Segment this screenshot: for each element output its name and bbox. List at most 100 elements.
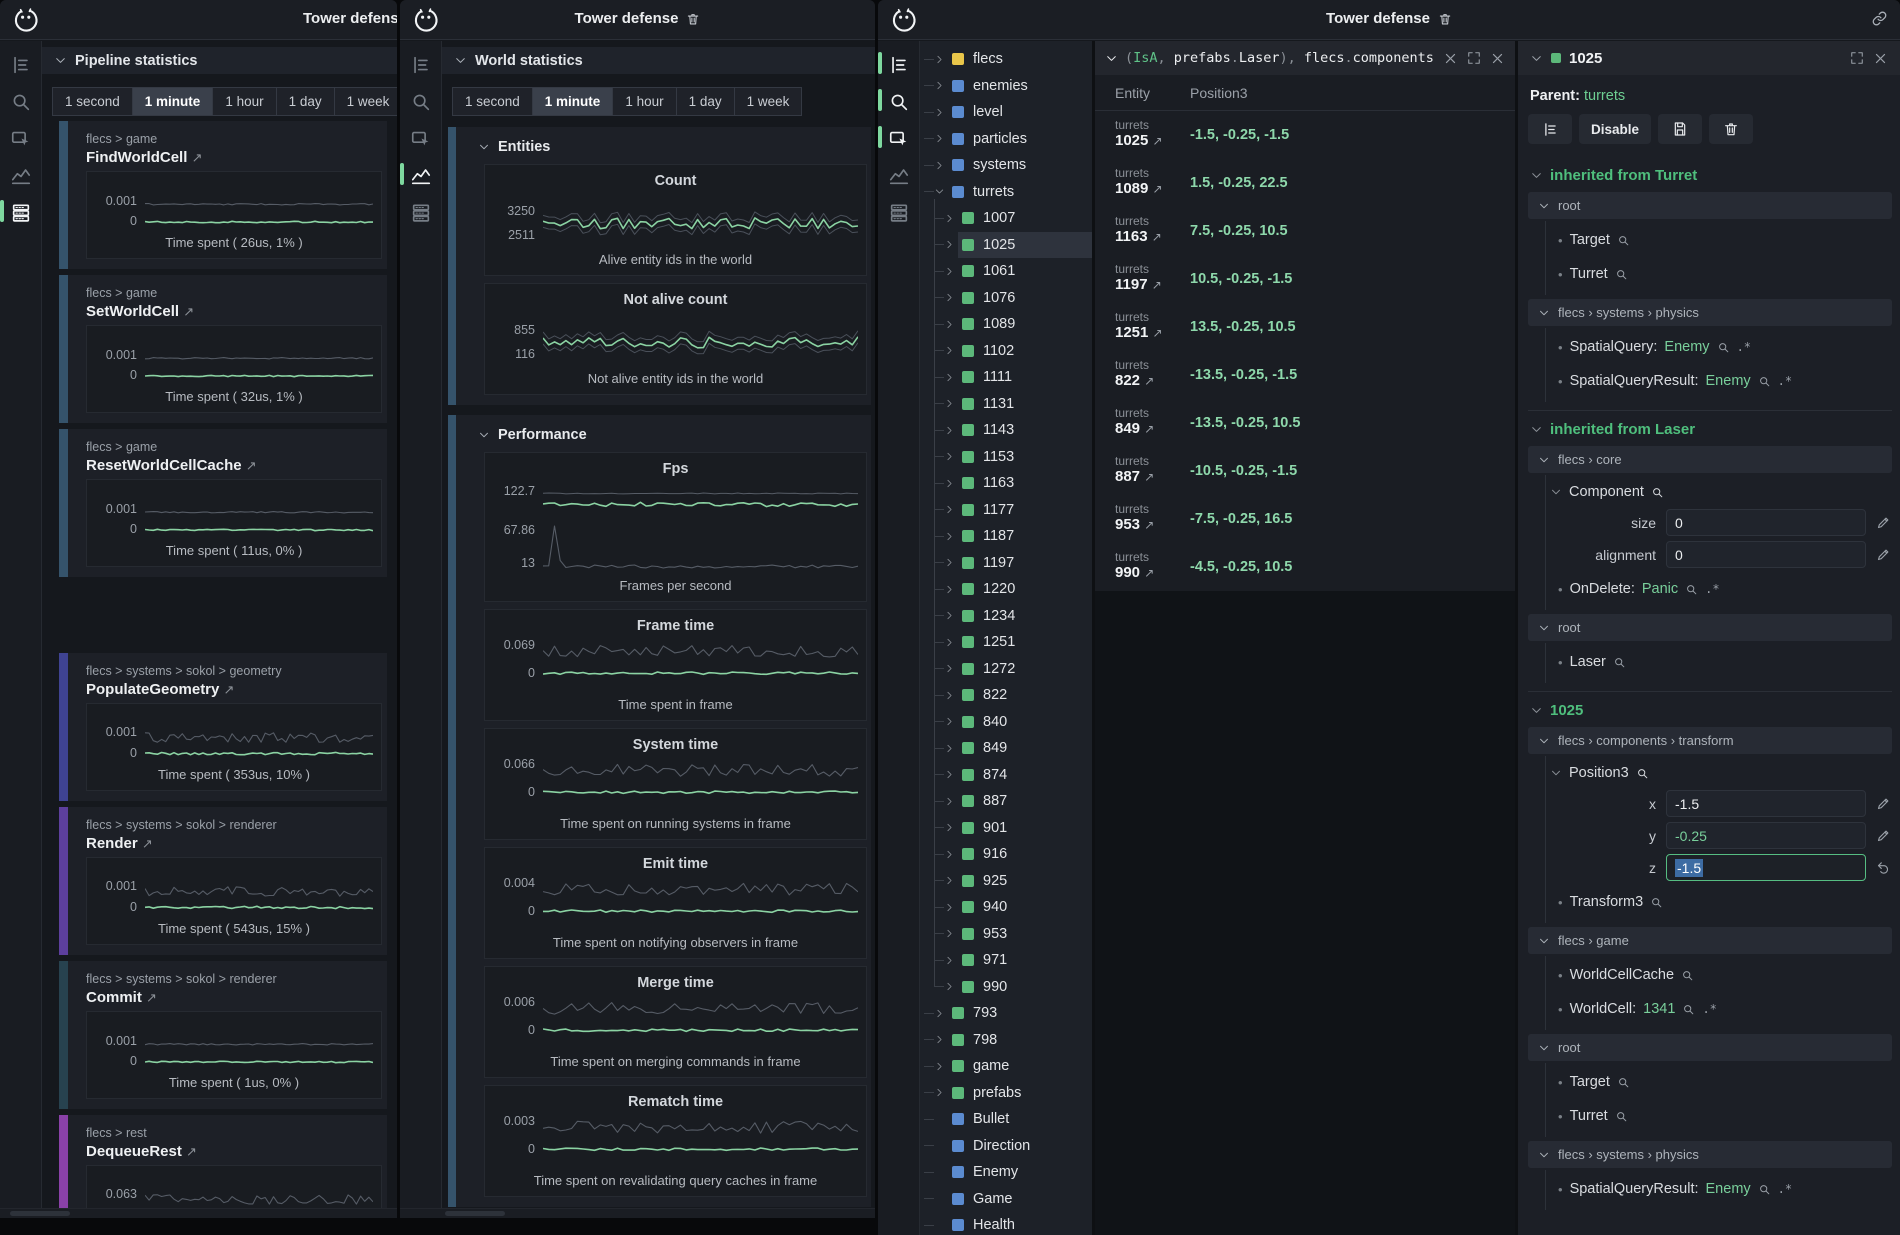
column-header-position3[interactable]: Position3	[1190, 84, 1248, 101]
chevR-icon[interactable]	[944, 398, 955, 409]
scrollbar-thumb[interactable]	[10, 1211, 70, 1216]
expand-toggle[interactable]	[944, 239, 958, 250]
sidebar-stats-button[interactable]	[887, 201, 911, 225]
expand-toggle[interactable]	[934, 1061, 948, 1072]
chevR-icon[interactable]	[934, 80, 945, 91]
pencil-icon[interactable]	[1876, 515, 1891, 530]
chevR-icon[interactable]	[944, 955, 955, 966]
tree-item-Health[interactable]: Health	[920, 1212, 1092, 1235]
chevR-icon[interactable]	[934, 1061, 945, 1072]
chevR-icon[interactable]	[944, 266, 955, 277]
expand-toggle[interactable]	[934, 1087, 948, 1098]
module-path-bar[interactable]: root	[1528, 192, 1892, 219]
sidebar-tree-button[interactable]	[9, 53, 33, 77]
expand-toggle[interactable]	[944, 504, 958, 515]
system-link[interactable]: Commit ↗	[86, 989, 157, 1006]
expand-toggle[interactable]	[934, 1008, 948, 1019]
tree-item-971[interactable]: 971	[920, 947, 1092, 974]
chevR-icon[interactable]	[944, 902, 955, 913]
module-path-bar[interactable]: flecs › systems › physics	[1528, 1141, 1892, 1168]
fs-icon[interactable]	[1850, 51, 1864, 65]
chevD-icon[interactable]	[1538, 200, 1550, 212]
trash-icon[interactable]	[1438, 12, 1452, 26]
wildcard-query-icon[interactable]: .*	[1777, 1182, 1793, 1196]
parent-link[interactable]: turrets	[1584, 88, 1626, 104]
sidebar-chart-button[interactable]	[9, 164, 33, 188]
tree-item-game[interactable]: game	[920, 1053, 1092, 1080]
chevD-icon[interactable]	[1530, 423, 1543, 436]
system-link[interactable]: DequeueRest ↗	[86, 1143, 197, 1160]
collapse-toggle[interactable]	[934, 186, 948, 197]
search-component-icon[interactable]	[1617, 1074, 1630, 1090]
save-entity-button[interactable]	[1658, 114, 1703, 144]
entity-id-link[interactable]: 1197 ↗	[1115, 276, 1162, 294]
chevD-icon[interactable]	[1538, 935, 1550, 947]
chevR-icon[interactable]	[944, 610, 955, 621]
expand-toggle[interactable]	[944, 398, 958, 409]
field-input-z[interactable]: -1.5	[1666, 854, 1866, 881]
search-component-icon[interactable]	[1615, 266, 1628, 282]
edit-field-icon[interactable]	[1876, 828, 1891, 843]
query-result-row[interactable]: turrets 1163 ↗ 7.5, -0.25, 10.5	[1095, 207, 1515, 255]
tree-item-1187[interactable]: 1187	[920, 523, 1092, 550]
system-link[interactable]: ResetWorldCellCache ↗	[86, 457, 257, 474]
sidebar-search-button[interactable]	[887, 90, 911, 114]
show-in-tree-button[interactable]	[1528, 114, 1572, 144]
tab-1-day[interactable]: 1 day	[676, 88, 735, 115]
chevD-icon[interactable]	[1550, 767, 1562, 779]
tab-1-hour[interactable]: 1 hour	[613, 88, 677, 115]
tree-item-1220[interactable]: 1220	[920, 576, 1092, 603]
expand-toggle[interactable]	[934, 107, 948, 118]
chevR-icon[interactable]	[944, 372, 955, 383]
search-component-icon[interactable]	[1758, 373, 1771, 389]
tab-1-minute[interactable]: 1 minute	[132, 88, 214, 115]
expand-toggle[interactable]	[944, 531, 958, 542]
mag-icon[interactable]	[1681, 969, 1694, 982]
expand-toggle[interactable]	[944, 928, 958, 939]
chevR-icon[interactable]	[934, 160, 945, 171]
disable-entity-button[interactable]: Disable	[1579, 114, 1652, 144]
chevR-icon[interactable]	[944, 345, 955, 356]
wildcard-query-icon[interactable]: .*	[1702, 1002, 1717, 1016]
horizontal-scrollbar[interactable]	[0, 1208, 397, 1218]
tree-item-849[interactable]: 849	[920, 735, 1092, 762]
module-path-bar[interactable]: root	[1528, 1034, 1892, 1061]
entity-id-link[interactable]: 822 ↗	[1115, 372, 1155, 390]
chevD-icon[interactable]	[1550, 486, 1562, 498]
tree-item-1234[interactable]: 1234	[920, 603, 1092, 630]
search-component-icon[interactable]	[1651, 484, 1664, 500]
wildcard-query-icon[interactable]: .*	[1705, 582, 1720, 596]
expand-toggle[interactable]	[934, 80, 948, 91]
sidebar-tree-button[interactable]	[409, 53, 433, 77]
expand-toggle[interactable]	[944, 478, 958, 489]
chevR-icon[interactable]	[944, 239, 955, 250]
chevR-icon[interactable]	[944, 292, 955, 303]
trash-icon[interactable]	[686, 12, 700, 26]
field-input-y[interactable]: -0.25	[1666, 822, 1866, 849]
tree-item-925[interactable]: 925	[920, 868, 1092, 895]
query-result-row[interactable]: turrets 822 ↗ -13.5, -0.25, -1.5	[1095, 351, 1515, 399]
undo-icon[interactable]	[1876, 860, 1891, 875]
clear-query-icon[interactable]	[1443, 51, 1458, 66]
module-path-bar[interactable]: flecs › core	[1528, 446, 1892, 473]
wildcard-query-icon[interactable]: .*	[1777, 374, 1793, 388]
chevR-icon[interactable]	[934, 1008, 945, 1019]
chevR-icon[interactable]	[944, 769, 955, 780]
entity-id-link[interactable]: 887 ↗	[1115, 468, 1155, 486]
query-result-row[interactable]: turrets 990 ↗ -4.5, -0.25, 10.5	[1095, 543, 1515, 591]
search-component-icon[interactable]	[1636, 765, 1649, 781]
tree-item-798[interactable]: 798	[920, 1027, 1092, 1054]
close-icon[interactable]	[1873, 51, 1888, 66]
chevR-icon[interactable]	[944, 557, 955, 568]
tree-item-1272[interactable]: 1272	[920, 656, 1092, 683]
expand-toggle[interactable]	[934, 160, 948, 171]
sidebar-search-button[interactable]	[9, 90, 33, 114]
search-component-icon[interactable]	[1685, 581, 1698, 597]
chevR-icon[interactable]	[944, 213, 955, 224]
search-component-icon[interactable]	[1617, 232, 1630, 248]
query-result-row[interactable]: turrets 1025 ↗ -1.5, -0.25, -1.5	[1095, 111, 1515, 159]
expand-toggle[interactable]	[944, 319, 958, 330]
component-row-Component[interactable]: Component	[1528, 477, 1892, 507]
pencil-icon[interactable]	[1876, 828, 1891, 843]
tree-item-916[interactable]: 916	[920, 841, 1092, 868]
